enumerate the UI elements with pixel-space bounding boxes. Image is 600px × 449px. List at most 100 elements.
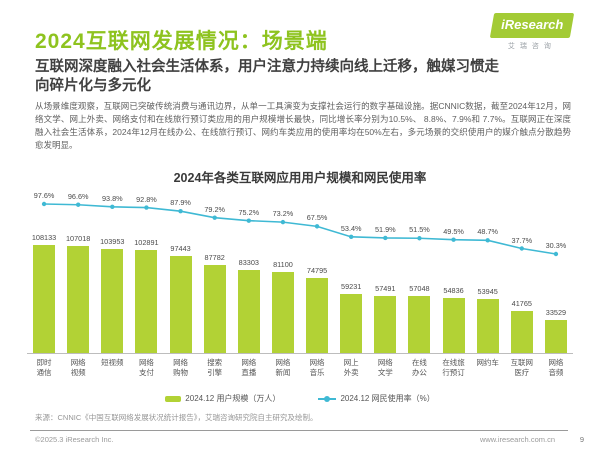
bar-网络购物 (169, 255, 192, 353)
bar-value-label: 103953 (100, 237, 125, 247)
x-label-互联网医疗: 互联网 医疗 (510, 358, 534, 377)
line-marker-icon (246, 218, 252, 223)
bar-搜索引擎 (203, 265, 226, 353)
line-marker-icon (485, 238, 490, 243)
x-label-网约车: 网约车 (476, 358, 499, 367)
page-title: 2024互联网发展情况：场景端 (35, 30, 328, 53)
line-marker-icon (451, 237, 456, 242)
line-marker-icon (348, 234, 354, 240)
footer-page-number: 9 (579, 435, 584, 444)
footer-divider (30, 430, 568, 431)
bar-value-label: 59231 (341, 281, 362, 291)
usage-rate-label: 51.9% (374, 224, 396, 234)
bar-value-label: 53945 (477, 287, 498, 297)
bar-value-label: 57491 (375, 283, 396, 293)
x-label-网络音乐: 网络 音乐 (309, 358, 325, 377)
line-marker-icon (314, 224, 320, 229)
x-label-在线办公: 在线 办公 (411, 358, 427, 377)
line-marker-icon (519, 246, 525, 251)
x-label-网上外卖: 网上 外卖 (343, 358, 359, 377)
bar-value-label: 33529 (545, 307, 567, 317)
usage-rate-label: 37.7% (511, 235, 533, 245)
bar-value-label: 54836 (443, 286, 464, 296)
logo-chinese-text: 艾瑞咨询 (507, 43, 556, 50)
chart-plot: 108133 107018 103953 102891 97443 87782 83303 8… (27, 190, 573, 354)
usage-rate-label: 49.5% (443, 226, 464, 236)
usage-rate-label: 92.8% (136, 194, 157, 204)
line-marker-icon (280, 219, 286, 225)
x-label-在线旅行预订: 在线旅 行预订 (442, 358, 465, 377)
footer-copyright: ©2025.3 iResearch Inc. (35, 435, 114, 444)
usage-rate-label: 48.7% (477, 227, 499, 237)
bar-网络音乐 (306, 278, 329, 353)
line-marker-icon (383, 235, 388, 241)
bar-网络文学 (374, 295, 397, 353)
line-marker-icon (110, 204, 115, 210)
usage-rate-label: 75.2% (238, 207, 260, 217)
line-marker-icon (144, 205, 149, 210)
bar-value-label: 102891 (134, 238, 159, 248)
x-label-网络文学: 网络 文学 (377, 358, 393, 377)
source-note: 来源：CNNIC《中国互联网络发展状况统计报告》，艾瑞咨询研究院自主研究及绘制。 (35, 413, 318, 422)
logo-banner: iResearch (489, 13, 575, 38)
chart-legend: 2024.12 用户规模（万人） 2024.12 网民使用率（%） (0, 393, 600, 404)
body-paragraph: 从场景维度观察，互联网已突破传统消费与通讯边界，从单一工具演变为支撑社会运行的数… (35, 101, 571, 150)
bar-value-label: 74795 (306, 266, 328, 276)
slide-subtitle: 互联网深度融入社会生活体系，用户注意力持续向线上迁移，触媒习惯走向碎片化与多元化 (35, 59, 499, 94)
usage-rate-label: 53.4% (340, 223, 362, 233)
bar-value-label: 41765 (511, 299, 532, 309)
logo-brand-text: iResearch (501, 17, 564, 32)
line-marker-icon (212, 215, 217, 220)
bar-短视频 (101, 249, 124, 353)
x-label-网络音频: 网络 音频 (548, 358, 564, 377)
bar-网络直播 (237, 269, 260, 353)
line-marker-icon (553, 251, 559, 257)
x-label-网络购物: 网络 购物 (173, 358, 189, 377)
line-legend-dot-icon (324, 395, 331, 402)
bar-value-label: 83303 (238, 257, 259, 267)
legend-label-user-scale: 2024.12 用户规模（万人） (185, 394, 281, 403)
bar-网络支付 (135, 250, 158, 353)
usage-rate-label: 93.8% (101, 193, 123, 203)
iresearch-logo: iResearch 艾瑞咨询 (489, 13, 575, 51)
bar-value-label: 87782 (204, 253, 225, 263)
usage-rate-label: 73.2% (272, 209, 294, 219)
bar-value-label: 97443 (170, 243, 191, 253)
bar-即时通信 (33, 245, 56, 353)
x-label-短视频: 短视频 (101, 358, 124, 367)
x-label-网络视频: 网络 视频 (70, 358, 86, 377)
usage-rate-label: 79.2% (204, 204, 226, 214)
footer-url: www.iresearch.com.cn (479, 435, 555, 444)
combo-chart: 108133 107018 103953 102891 97443 87782 83303 8… (27, 190, 573, 377)
bar-value-label: 108133 (31, 233, 57, 242)
bar-value-label: 57048 (409, 284, 430, 294)
line-marker-icon (178, 209, 183, 214)
usage-rate-label: 97.6% (33, 191, 55, 200)
legend-item-usage-rate: 2024.12 网民使用率（%） (318, 393, 435, 404)
x-axis-labels: 即时 通信 网络 视频 短视频 网络 支付 网络 购物 搜索 引擎 网络 直播 网络 新闻 网络… (27, 358, 573, 377)
usage-rate-label: 51.5% (409, 225, 430, 235)
bar-value-label: 107018 (66, 234, 91, 244)
bar-网约车 (476, 299, 499, 353)
usage-rate-label: 87.9% (170, 198, 191, 208)
bar-在线办公 (408, 296, 431, 353)
x-label-网络新闻: 网络 新闻 (275, 358, 291, 377)
x-label-网络直播: 网络 直播 (241, 358, 257, 377)
bar-网上外卖 (340, 293, 363, 353)
bar-在线旅行预订 (442, 298, 465, 353)
legend-item-user-scale: 2024.12 用户规模（万人） (165, 393, 280, 404)
usage-rate-label: 67.5% (306, 213, 328, 223)
bar-互联网医疗 (510, 311, 533, 353)
line-marker-icon (417, 236, 422, 241)
line-legend-swatch-icon (318, 395, 337, 402)
usage-rate-label: 30.3% (545, 241, 567, 250)
x-label-网络支付: 网络 支付 (138, 358, 154, 377)
x-label-搜索引擎: 搜索 引擎 (207, 358, 223, 377)
chart-title: 2024年各类互联网应用用户规模和网民使用率 (173, 171, 427, 185)
legend-label-usage-rate: 2024.12 网民使用率（%） (340, 394, 435, 403)
bar-网络新闻 (271, 272, 294, 353)
usage-rate-label: 96.6% (67, 191, 89, 201)
line-marker-icon (41, 201, 47, 207)
bar-value-label: 81100 (273, 260, 293, 269)
